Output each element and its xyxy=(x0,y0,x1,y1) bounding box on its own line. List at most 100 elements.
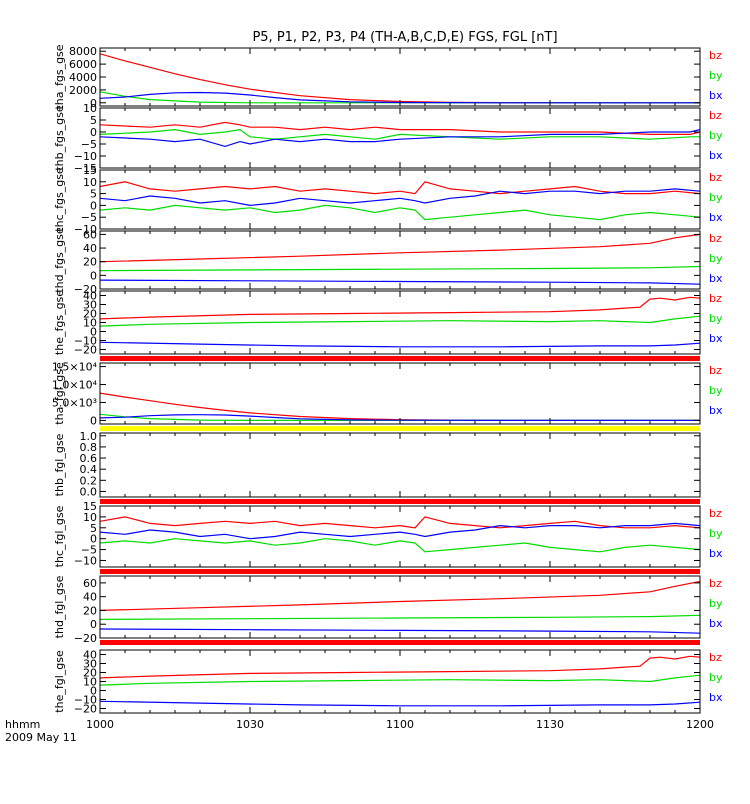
panel-7-status-bar xyxy=(100,499,700,504)
panel-8-y-tick-label: 0 xyxy=(90,533,97,546)
panel-9-y-tick-label: 0 xyxy=(90,618,97,631)
panel-2-legend-by: by xyxy=(709,129,723,142)
panel-1-legend-bx: bx xyxy=(709,89,723,102)
panel-10-y-tick-label: 0 xyxy=(90,685,97,698)
panel-1-legend-bz: bz xyxy=(709,49,722,62)
panel-6-y-tick-label: 1.5×10⁴ xyxy=(52,361,98,374)
panel-10-y-tick-label: −20 xyxy=(74,703,97,716)
panel-3-legend-by: by xyxy=(709,191,723,204)
panel-2-y-tick-label: −10 xyxy=(74,150,97,163)
panel-3-legend-bz: bz xyxy=(709,171,722,184)
x-tick-label: 1130 xyxy=(536,718,564,731)
panel-4-series-bz xyxy=(100,233,700,263)
panel-6-status-bar xyxy=(100,426,700,431)
panel-10-legend-by: by xyxy=(709,671,723,684)
panel-4-y-tick-label: 60 xyxy=(83,228,97,241)
panel-8-series-bz xyxy=(100,516,700,529)
x-tick-label: 1200 xyxy=(686,718,714,731)
x-tick-label: 1000 xyxy=(86,718,114,731)
panel-4-legend-bx: bx xyxy=(709,272,723,285)
panel-10-y-tick-label: 30 xyxy=(83,658,97,671)
panel-5-y-axis-label: the_fgs_gse xyxy=(53,290,66,355)
panel-8-y-tick-label: 10 xyxy=(83,511,97,524)
panel-1-series-bz xyxy=(100,53,700,104)
panel-3-frame xyxy=(99,169,701,230)
panel-4-y-tick-label: 40 xyxy=(83,242,97,255)
panel-7-frame xyxy=(99,432,701,498)
panel-5-legend-bx: bx xyxy=(709,332,723,345)
panel-5-frame xyxy=(99,290,701,355)
panel-2-legend-bz: bz xyxy=(709,109,722,122)
panel-8-y-tick-label: 15 xyxy=(83,500,97,513)
panel-7-y-tick-label: 0.4 xyxy=(80,463,98,476)
panel-5-legend-bz: bz xyxy=(709,292,722,305)
panel-3-legend-bx: bx xyxy=(709,211,723,224)
panel-9-legend-bz: bz xyxy=(709,577,722,590)
panel-8-legend-bx: bx xyxy=(709,547,723,560)
panel-5-legend-by: by xyxy=(709,312,723,325)
panel-1-y-tick-label: 0 xyxy=(90,97,97,110)
panel-6-legend-bz: bz xyxy=(709,364,722,377)
panel-8-frame xyxy=(99,505,701,568)
panel-3-y-tick-label: 5 xyxy=(90,188,97,201)
panel-10-legend-bx: bx xyxy=(709,691,723,704)
panel-10-series-bz xyxy=(100,655,700,679)
x-tick-label: 1030 xyxy=(236,718,264,731)
panel-9-frame xyxy=(99,575,701,639)
panel-10-y-tick-label: 40 xyxy=(83,649,97,662)
panel-5-status-bar xyxy=(100,356,700,361)
panel-2-y-tick-label: 5 xyxy=(90,114,97,127)
panel-10-frame xyxy=(99,649,701,714)
panel-8-status-bar xyxy=(100,569,700,574)
panel-3-y-tick-label: −10 xyxy=(74,223,97,236)
panel-7: 0.00.20.40.60.81.0 thb_fgl_gse xyxy=(53,430,701,504)
panel-5-y-tick-label: 30 xyxy=(83,299,97,312)
panel-1-y-tick-label: 6000 xyxy=(69,58,97,71)
panel-3-series-bx xyxy=(100,188,700,207)
panel-2-y-axis-label: thb_fgs_gse xyxy=(53,105,66,171)
panel-4-y-tick-label: −20 xyxy=(74,283,97,296)
panel-8-y-tick-label: −5 xyxy=(81,544,97,557)
panel-3-series-bz xyxy=(100,181,700,195)
chart-title: P5, P1, P2, P3, P4 (TH-A,B,C,D,E) FGS, F… xyxy=(252,30,557,45)
panel-3-series-by xyxy=(100,204,700,221)
panel-5-y-tick-label: 20 xyxy=(83,308,97,321)
x-tick-label: 1100 xyxy=(386,718,414,731)
panel-8-series-bx xyxy=(100,522,700,540)
panel-7-y-tick-label: 1.0 xyxy=(80,430,98,443)
panel-7-y-tick-label: 0.8 xyxy=(80,441,98,454)
panel-8-y-axis-label: thc_fgl_gse xyxy=(53,505,66,567)
panel-9-y-tick-label: 40 xyxy=(83,591,97,604)
panel-10-series-by xyxy=(100,674,700,686)
panel-4-y-tick-label: 20 xyxy=(83,256,97,269)
panel-7-y-tick-label: 0.2 xyxy=(80,474,98,487)
panel-4-y-axis-label: thd_fgs_gse xyxy=(53,227,66,293)
panel-1-y-tick-label: 2000 xyxy=(69,84,97,97)
panel-1-y-axis-label: tha_fgs_gse xyxy=(53,44,66,109)
panel-2-y-tick-label: −5 xyxy=(81,138,97,151)
panel-8-y-tick-label: 5 xyxy=(90,522,97,535)
panel-4-series-by xyxy=(100,265,700,272)
panel-7-y-tick-label: 0.0 xyxy=(80,485,98,498)
panel-5-series-by xyxy=(100,315,700,327)
x-axis-label-bottom: 2009 May 11 xyxy=(5,731,77,744)
panel-3-y-tick-label: −5 xyxy=(81,211,97,224)
panel-5-y-tick-label: 40 xyxy=(83,290,97,303)
panel-10-series-bx xyxy=(100,700,700,707)
panel-9-status-bar xyxy=(100,640,700,645)
panel-6-legend-by: by xyxy=(709,384,723,397)
panel-2-legend-bx: bx xyxy=(709,149,723,162)
panel-10-y-tick-label: −10 xyxy=(74,694,97,707)
panel-3-y-tick-label: 0 xyxy=(90,199,97,212)
panel-6-y-axis-label: tha_fgl_gse xyxy=(53,362,66,425)
panel-5-y-tick-label: 10 xyxy=(83,317,97,330)
panel-10-y-tick-label: 10 xyxy=(83,676,97,689)
panel-6-legend-bx: bx xyxy=(709,404,723,417)
panel-4-legend-bz: bz xyxy=(709,232,722,245)
